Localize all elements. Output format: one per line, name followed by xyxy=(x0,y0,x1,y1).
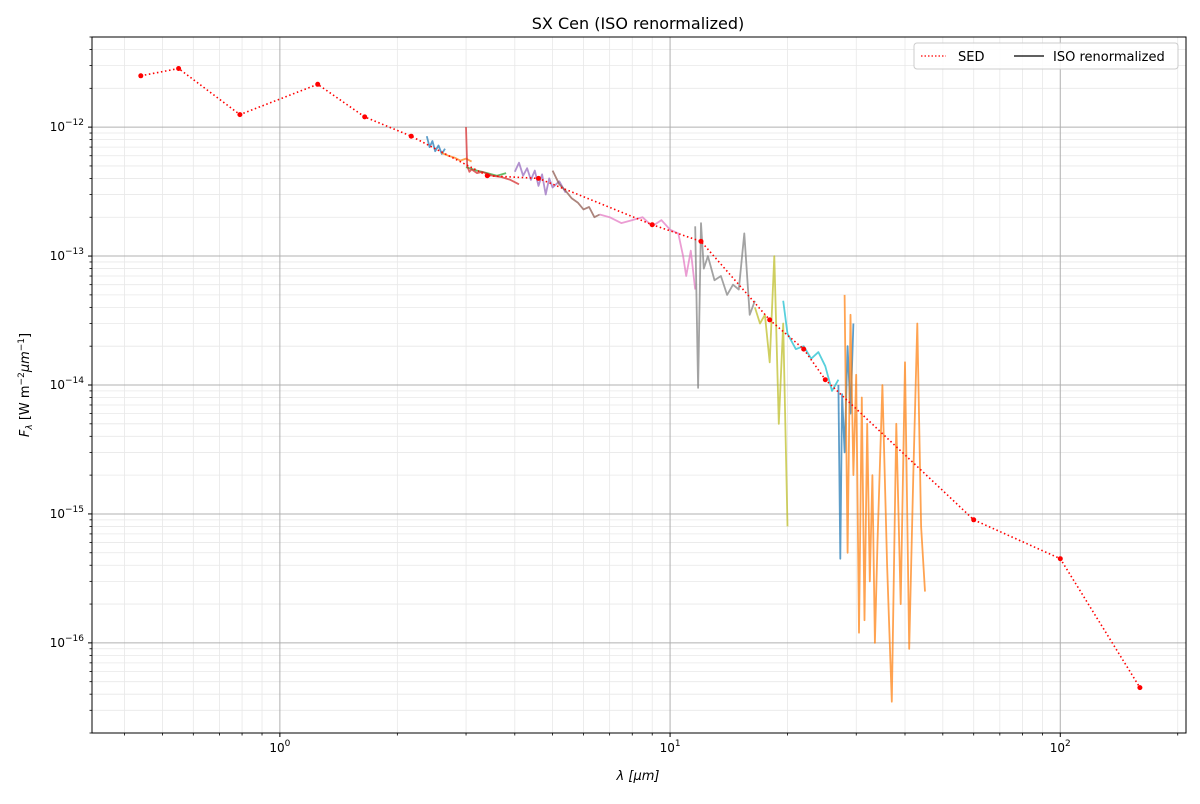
sed-line xyxy=(140,67,1141,689)
y-axis-label: Fλ [W m−2μm−1] xyxy=(17,333,35,437)
iso-segment-line xyxy=(837,323,855,560)
x-tick-label: 100 xyxy=(269,739,290,755)
legend-iso-label: ISO renormalized xyxy=(1053,50,1165,65)
sed-series xyxy=(138,66,1143,691)
sed-point xyxy=(138,73,144,79)
sed-point xyxy=(649,222,655,228)
iso-segment-line xyxy=(465,127,520,186)
y-tick-label: 10−15 xyxy=(50,505,84,521)
x-tick-label: 101 xyxy=(660,739,681,755)
y-tick-label: 10−16 xyxy=(50,634,85,650)
iso-segment-line xyxy=(754,255,789,527)
sed-point xyxy=(1137,685,1143,691)
legend-box xyxy=(913,42,1179,70)
axis-ticks: 100 101 102 10−16 10−15 10−14 10−13 10−12 xyxy=(50,36,1179,755)
x-tick-label: 102 xyxy=(1050,739,1071,755)
y-tick-label: 10−14 xyxy=(50,376,85,392)
sed-point xyxy=(822,377,828,383)
iso-segment-line xyxy=(513,161,567,196)
sed-point xyxy=(767,317,773,323)
sed-point xyxy=(484,173,490,179)
iso-segment-line xyxy=(599,213,697,290)
y-label-sub: λ xyxy=(25,424,35,430)
chart-title: SX Cen (ISO renormalized) xyxy=(532,14,744,33)
sed-point xyxy=(315,81,321,87)
y-label-sup1: −2 xyxy=(17,372,27,385)
y-tick-label: 10−12 xyxy=(50,118,84,134)
legend-sed-label: SED xyxy=(958,50,984,65)
sed-point xyxy=(176,66,182,71)
sed-point xyxy=(801,346,807,352)
sed-point xyxy=(1057,556,1063,562)
sed-point xyxy=(971,517,977,523)
sed-point xyxy=(536,175,541,181)
sed-point xyxy=(237,112,243,118)
y-label-rest: [W m xyxy=(18,385,33,424)
major-gridlines xyxy=(92,37,1186,733)
sed-point xyxy=(362,114,368,120)
iso-segment-line xyxy=(782,300,840,392)
y-label-sup2: −1 xyxy=(17,338,27,351)
y-label-end: ] xyxy=(18,333,33,338)
iso-segment-line xyxy=(694,222,756,389)
plot-content xyxy=(425,127,926,703)
iso-segment-line xyxy=(551,170,601,219)
iso-segment-line xyxy=(425,135,446,155)
iso-segment-line xyxy=(843,294,926,703)
sed-point xyxy=(408,133,414,139)
x-axis-label: λ [μm] xyxy=(616,769,660,784)
y-tick-label: 10−13 xyxy=(50,247,84,263)
y-label-base: F xyxy=(18,429,33,437)
legend: SED ISO renormalized xyxy=(913,42,1179,70)
sed-point xyxy=(698,238,704,244)
y-label-mid: μm xyxy=(18,351,33,373)
